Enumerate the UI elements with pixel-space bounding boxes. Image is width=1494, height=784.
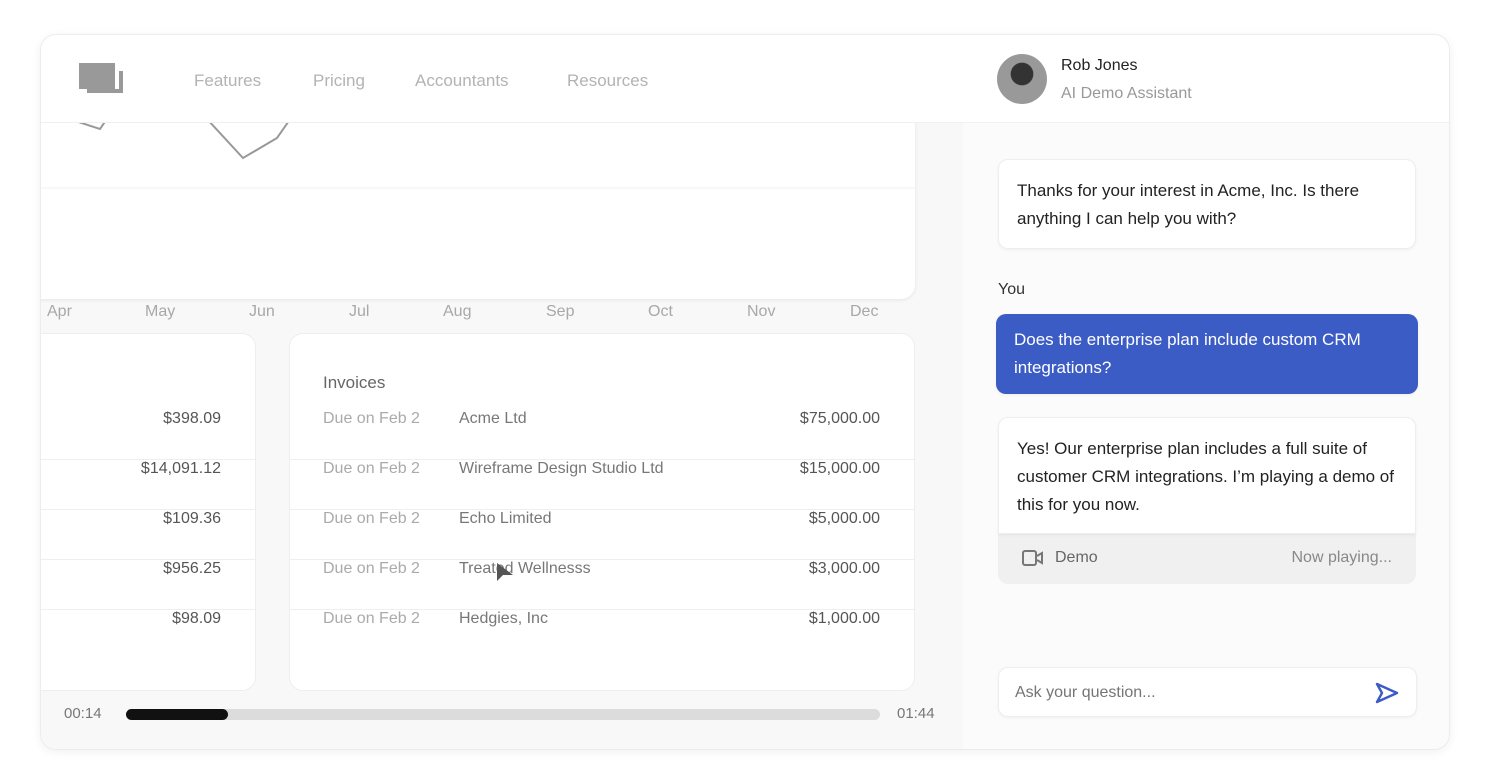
avatar	[997, 54, 1047, 104]
assistant-role: AI Demo Assistant	[1061, 85, 1192, 102]
amounts-card: $398.09 $14,091.12 $109.36 $956.25 $98.0…	[41, 333, 256, 691]
table-row: $14,091.12	[41, 460, 255, 510]
x-tick-label: Sep	[546, 303, 575, 320]
invoice-amount: $15,000.00	[799, 460, 880, 477]
client-name: Echo Limited	[459, 510, 552, 527]
table-row: $398.09	[41, 410, 255, 460]
current-time: 00:14	[64, 705, 102, 722]
client-name: Treated Wellnesss	[459, 560, 591, 577]
demo-area: Apr May Jun Jul Aug Sep Oct Nov Dec Feat…	[41, 35, 963, 749]
nav-accountants[interactable]: Accountants	[415, 71, 509, 90]
client-name: Wireframe Design Studio Ltd	[459, 460, 664, 477]
nav-resources[interactable]: Resources	[567, 71, 649, 90]
total-time: 01:44	[897, 705, 935, 722]
cursor-icon	[497, 563, 513, 581]
send-icon[interactable]	[1374, 681, 1400, 705]
nav-pricing[interactable]: Pricing	[313, 71, 365, 90]
x-tick-label: Apr	[47, 303, 72, 320]
invoice-row: Due on Feb 2 Hedgies, Inc $1,000.00	[290, 610, 914, 660]
amount: $398.09	[163, 410, 221, 427]
x-tick-label: Aug	[443, 303, 472, 320]
assistant-message: Thanks for your interest in Acme, Inc. I…	[998, 159, 1416, 249]
x-tick-label: Jul	[349, 303, 370, 320]
client-name: Hedgies, Inc	[459, 610, 548, 627]
amount: $14,091.12	[140, 460, 221, 477]
invoice-amount: $75,000.00	[799, 410, 880, 427]
invoice-row: Due on Feb 2 Acme Ltd $75,000.00	[290, 410, 914, 460]
logo-icon	[79, 63, 123, 93]
invoices-title: Invoices	[323, 373, 386, 392]
assistant-name: Rob Jones	[1061, 57, 1138, 74]
site-header: Features Pricing Accountants Resources	[41, 35, 963, 123]
due-date: Due on Feb 2	[323, 460, 420, 477]
chat-input-box	[998, 667, 1417, 717]
you-label: You	[998, 281, 1025, 298]
chart-card: Apr May Jun Jul Aug Sep Oct Nov Dec	[41, 95, 915, 320]
progress-bar[interactable]	[126, 709, 880, 720]
video-icon	[1022, 550, 1043, 566]
demo-label: Demo	[1055, 549, 1098, 566]
nav-features[interactable]: Features	[194, 71, 262, 90]
progress-fill	[126, 709, 228, 720]
x-tick-label: Jun	[249, 303, 275, 320]
demo-bar[interactable]: Demo Now playing...	[998, 534, 1416, 584]
invoice-row: Due on Feb 2 Echo Limited $5,000.00	[290, 510, 914, 560]
table-row: $98.09	[41, 610, 255, 660]
due-date: Due on Feb 2	[323, 610, 420, 627]
due-date: Due on Feb 2	[323, 510, 420, 527]
assistant-reply: Yes! Our enterprise plan includes a full…	[998, 417, 1416, 534]
assistant-header: Rob Jones AI Demo Assistant	[963, 35, 1449, 123]
due-date: Due on Feb 2	[323, 560, 420, 577]
invoice-amount: $5,000.00	[808, 510, 880, 527]
line-chart	[41, 95, 915, 189]
demo-status: Now playing...	[1291, 549, 1393, 566]
chat-panel: Rob Jones AI Demo Assistant Thanks for y…	[963, 35, 1449, 749]
question-input[interactable]	[1015, 680, 1355, 706]
table-row: $956.25	[41, 560, 255, 610]
client-name: Acme Ltd	[459, 410, 527, 427]
user-message: Does the enterprise plan include custom …	[996, 314, 1418, 394]
invoice-row: Due on Feb 2 Treated Wellnesss $3,000.00	[290, 560, 914, 610]
invoice-amount: $1,000.00	[808, 610, 880, 627]
invoices-card: Invoices Due on Feb 2 Acme Ltd $75,000.00 D…	[289, 333, 915, 691]
x-tick-label: May	[145, 303, 176, 320]
amount: $98.09	[172, 610, 221, 627]
x-tick-label: Nov	[747, 303, 776, 320]
amount: $109.36	[163, 510, 221, 527]
table-row: $109.36	[41, 510, 255, 560]
x-tick-label: Oct	[648, 303, 673, 320]
due-date: Due on Feb 2	[323, 410, 420, 427]
invoice-row: Due on Feb 2 Wireframe Design Studio Ltd $…	[290, 460, 914, 510]
amount: $956.25	[163, 560, 221, 577]
invoice-amount: $3,000.00	[808, 560, 880, 577]
app-window: Apr May Jun Jul Aug Sep Oct Nov Dec Feat…	[40, 34, 1450, 750]
x-tick-label: Dec	[850, 303, 879, 320]
